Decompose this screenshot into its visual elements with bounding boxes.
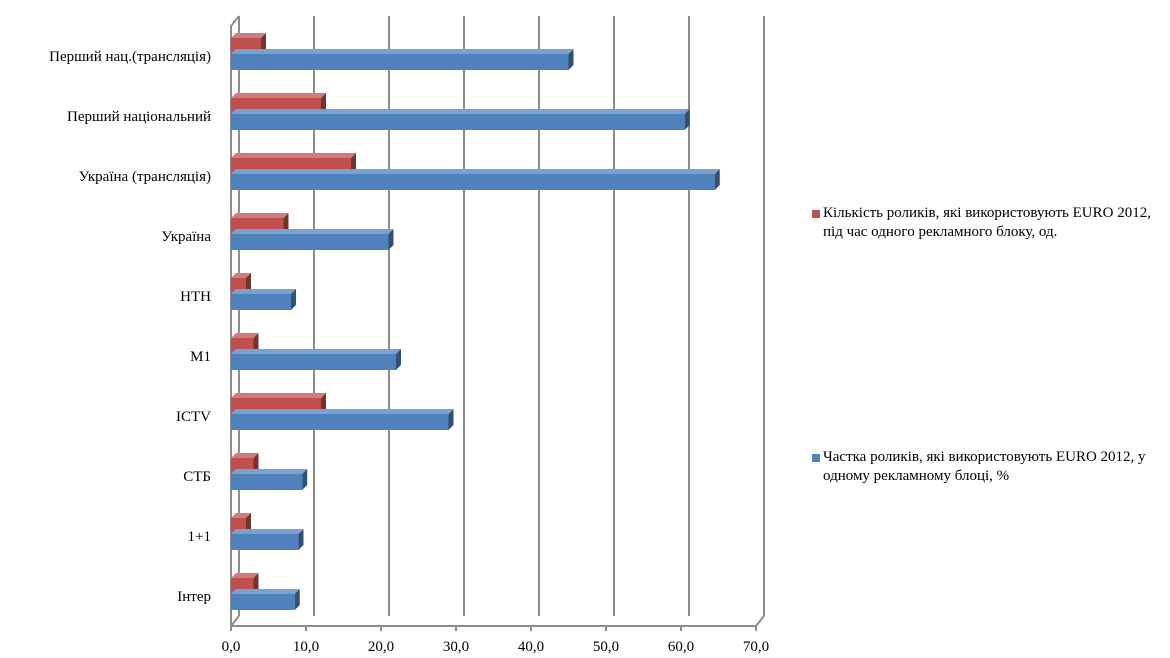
bar-front-face [231,534,299,550]
legend-swatch-count [812,210,820,218]
bar-share [231,289,296,310]
category-label: 1+1 [188,529,211,545]
bar-share [231,469,308,490]
bar-side-face [351,153,356,174]
x-tick-label: 30,0 [443,639,469,655]
bar-top-face [231,349,401,354]
bar-top-face [231,33,266,38]
x-tick-label: 20,0 [368,639,394,655]
category-label: Перший нац.(трансляція) [49,49,211,65]
legend-label-share: Частка роликів, які використовують EURO … [823,449,1146,484]
bar-share [231,169,720,190]
x-tick-label: 60,0 [668,639,694,655]
bar-side-face [298,529,304,550]
bar-side-face [302,469,308,490]
x-tick-label: 70,0 [743,639,769,655]
category-labels: Перший нац.(трансляція) Перший національн… [49,49,211,605]
bar-top-face [231,153,356,158]
bar-top-face [231,109,690,114]
category-label: СТБ [183,469,211,485]
bar-top-face [231,589,300,594]
bar-side-face [714,169,720,190]
bar-front-face [231,234,389,250]
x-tick-labels: 0,0 10,0 20,0 30,0 40,0 50,0 60,0 70,0 [222,639,770,655]
bar-side-face [253,453,259,474]
bar-front-face [231,474,303,490]
bar-side-face [291,289,296,310]
bar-front-face [231,354,396,370]
bar-top-face [231,393,326,398]
axis-corner-right [755,615,765,627]
category-label: М1 [190,349,211,365]
bar-top-face [231,453,259,458]
category-label: ICTV [176,409,211,425]
bar-top-face [231,169,720,174]
legend-item-share: Частка роликів, які використовують EURO … [812,448,1164,486]
bar-top-face [231,229,394,234]
bar-top-face [231,273,251,278]
bar-side-face [321,93,326,114]
bar-top-face [231,93,326,98]
bar-side-face [321,393,326,414]
bar-front-face [231,414,449,430]
bar-side-face [253,573,259,594]
bar-side-face [246,273,251,294]
bar-front-face [231,54,569,70]
bar-top-face [231,213,289,218]
x-tick-label: 10,0 [293,639,319,655]
category-label: Перший національний [67,109,211,125]
bar-side-face [261,33,266,54]
bar-top-face [231,49,574,54]
bar-share [231,349,401,370]
bar-top-face [231,573,259,578]
legend-swatch-share [812,454,820,462]
category-label: Україна (трансляція) [79,169,211,185]
bar-side-face [246,513,251,534]
axis-corner-bottom [230,615,240,627]
bar-side-face [253,333,259,354]
bar-top-face [231,333,259,338]
category-label: Україна [161,229,211,245]
x-tick-label: 0,0 [222,639,241,655]
bar-top-face [231,529,304,534]
bar-side-face [294,589,300,610]
bar-share [231,529,304,550]
bar-share [231,229,394,250]
bar-share [231,409,454,430]
bar-top-face [231,513,251,518]
axis-corner-top [230,15,240,27]
bar-share [231,589,300,610]
bar-top-face [231,289,296,294]
x-tick-label: 50,0 [593,639,619,655]
bar-front-face [231,594,295,610]
category-label: Інтер [177,589,211,605]
bar-count [231,513,251,534]
bar-side-face [684,109,690,130]
bar-side-face [448,409,454,430]
bar-top-face [231,409,454,414]
bar-share [231,109,690,130]
bar-side-face [396,349,401,370]
bar-front-face [231,174,715,190]
bar-side-face [283,213,289,234]
bar-front-face [231,294,291,310]
bar-top-face [231,469,308,474]
legend-item-count: Кількість роликів, які використовують EU… [812,204,1164,242]
bar-front-face [231,114,685,130]
legend-label-count: Кількість роликів, які використовують EU… [823,205,1151,240]
bars [231,33,720,610]
x-tick-label: 40,0 [518,639,544,655]
category-label: НТН [180,289,211,305]
bar-side-face [388,229,394,250]
bar-share [231,49,574,70]
bar-side-face [568,49,574,70]
